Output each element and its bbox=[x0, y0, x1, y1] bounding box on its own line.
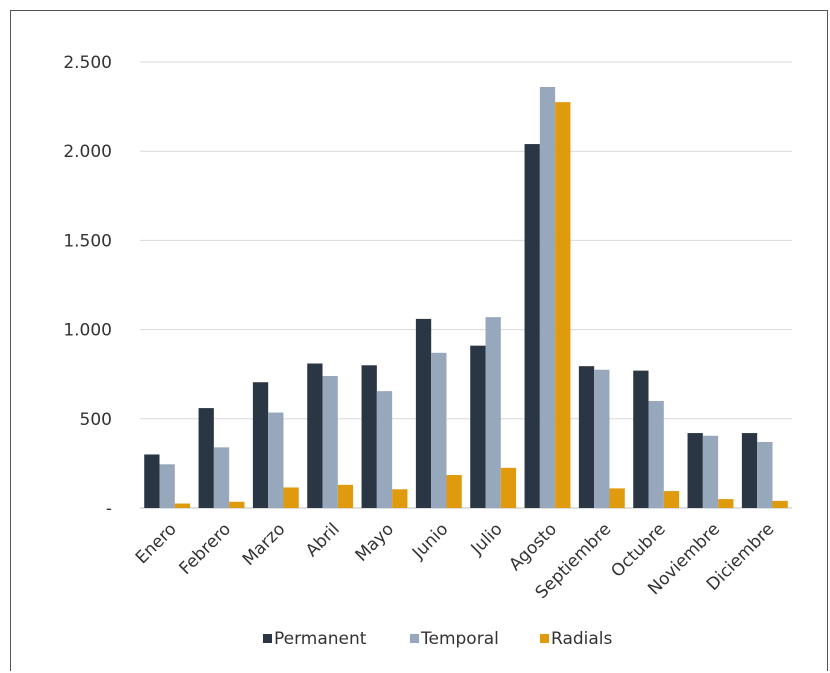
bar-permanent-febrero bbox=[198, 408, 214, 508]
legend-item-radials: Radials bbox=[540, 629, 613, 649]
y-tick-label: - bbox=[106, 499, 112, 519]
y-tick-label: 500 bbox=[80, 410, 112, 430]
bar-radials-febrero bbox=[229, 501, 245, 508]
bar-radials-enero bbox=[174, 503, 191, 508]
legend-label: Radials bbox=[551, 629, 613, 649]
x-tick-label: Enero bbox=[132, 519, 181, 568]
x-tick-label: Junio bbox=[408, 519, 452, 563]
x-tick-label: Marzo bbox=[239, 519, 289, 569]
bars bbox=[144, 86, 788, 508]
y-tick-label: 2.500 bbox=[63, 53, 112, 73]
bar-temporal-diciembre bbox=[757, 441, 773, 508]
bar-permanent-agosto bbox=[524, 144, 540, 508]
legend: Permanent Temporal Radials bbox=[263, 629, 613, 649]
bar-temporal-febrero bbox=[213, 447, 230, 508]
bar-radials-diciembre bbox=[772, 500, 788, 508]
bar-radials-agosto bbox=[555, 102, 571, 508]
bar-permanent-mayo bbox=[361, 365, 377, 508]
y-tick-label: 1.500 bbox=[63, 231, 112, 251]
legend-label: Temporal bbox=[420, 629, 499, 649]
legend-swatch bbox=[263, 634, 272, 643]
legend-item-permanent: Permanent bbox=[263, 629, 367, 649]
bar-permanent-septiembre bbox=[578, 366, 595, 508]
y-axis-ticks: - 500 1.000 1.500 2.000 2.500 bbox=[63, 53, 112, 519]
bar-temporal-abril bbox=[322, 375, 338, 508]
bar-temporal-octubre bbox=[648, 400, 664, 508]
bar-radials-julio bbox=[500, 467, 517, 508]
x-tick-label: Abril bbox=[302, 519, 344, 561]
legend-swatch bbox=[410, 634, 419, 643]
legend-swatch bbox=[540, 634, 549, 643]
chart-frame bbox=[10, 10, 828, 671]
x-tick-label: Febrero bbox=[175, 519, 235, 579]
bar-permanent-octubre bbox=[633, 370, 649, 508]
y-tick-label: 2.000 bbox=[63, 142, 112, 162]
bar-temporal-agosto bbox=[539, 86, 556, 508]
bar-temporal-mayo bbox=[376, 391, 393, 508]
bar-radials-junio bbox=[446, 474, 462, 508]
gridlines bbox=[140, 61, 792, 509]
bar-temporal-junio bbox=[431, 352, 447, 508]
bar-radials-marzo bbox=[283, 487, 299, 508]
bar-radials-noviembre bbox=[718, 499, 734, 508]
bar-permanent-marzo bbox=[252, 382, 269, 508]
bar-permanent-junio bbox=[415, 318, 432, 508]
bar-permanent-enero bbox=[144, 454, 160, 508]
x-tick-label: Julio bbox=[467, 519, 507, 559]
legend-label: Permanent bbox=[274, 629, 367, 649]
bar-temporal-septiembre bbox=[594, 369, 610, 508]
bar-permanent-abril bbox=[307, 363, 323, 508]
bar-temporal-marzo bbox=[268, 412, 284, 508]
bar-radials-abril bbox=[337, 484, 354, 508]
legend-item-temporal: Temporal bbox=[410, 629, 499, 649]
bar-temporal-noviembre bbox=[702, 435, 719, 508]
bar-temporal-julio bbox=[485, 317, 501, 508]
bar-permanent-noviembre bbox=[687, 433, 703, 508]
bar-radials-septiembre bbox=[609, 488, 625, 508]
x-tick-label: Mayo bbox=[352, 519, 398, 565]
bar-permanent-julio bbox=[470, 345, 486, 508]
bar-permanent-diciembre bbox=[741, 433, 758, 508]
bar-radials-mayo bbox=[392, 489, 408, 508]
bar-radials-octubre bbox=[663, 491, 680, 508]
y-tick-label: 1.000 bbox=[63, 321, 112, 341]
bar-temporal-enero bbox=[159, 464, 175, 508]
